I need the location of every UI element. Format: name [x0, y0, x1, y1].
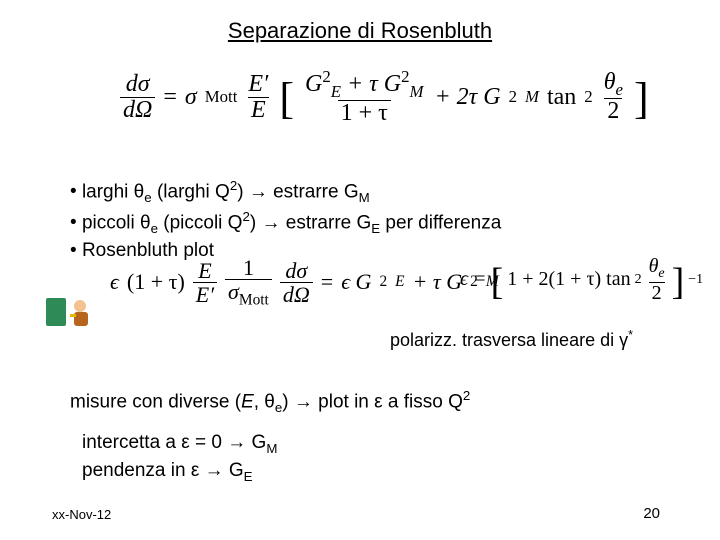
bullet-2: piccoli θe (piccoli Q2) → estrarre GE pe…	[70, 208, 501, 239]
slide-title: Separazione di Rosenbluth	[0, 18, 720, 44]
formula-reduced: ϵ (1 + τ) E E′ 1 σMott dσ dΩ = ϵ G2E + τ…	[110, 256, 499, 309]
intercetta-line-2: pendenza in ε → GE	[82, 458, 277, 486]
formula-epsilon-def: ϵ = [ 1 + 2(1 + τ) tan2 θe 2 ]−1	[460, 256, 703, 304]
clipart-icon	[44, 296, 98, 328]
intercetta-line-1: intercetta a ε = 0 → GM	[82, 430, 277, 458]
formula-rosenbluth: dσ dΩ = σMott E′ E [ G2E + τ G2M 1 + τ +…	[120, 68, 649, 127]
bullet-list: larghi θe (larghi Q2) → estrarre GM picc…	[30, 177, 501, 265]
bullet-1: larghi θe (larghi Q2) → estrarre GM	[70, 177, 501, 208]
intercetta-block: intercetta a ε = 0 → GM pendenza in ε → …	[82, 430, 277, 485]
polarizz-caption: polarizz. trasversa lineare di γ*	[390, 328, 633, 351]
misure-line: misure con diverse (E, θe) → plot in ε a…	[70, 388, 470, 415]
footer-date: xx-Nov-12	[52, 507, 111, 522]
footer-page-number: 20	[643, 505, 660, 522]
